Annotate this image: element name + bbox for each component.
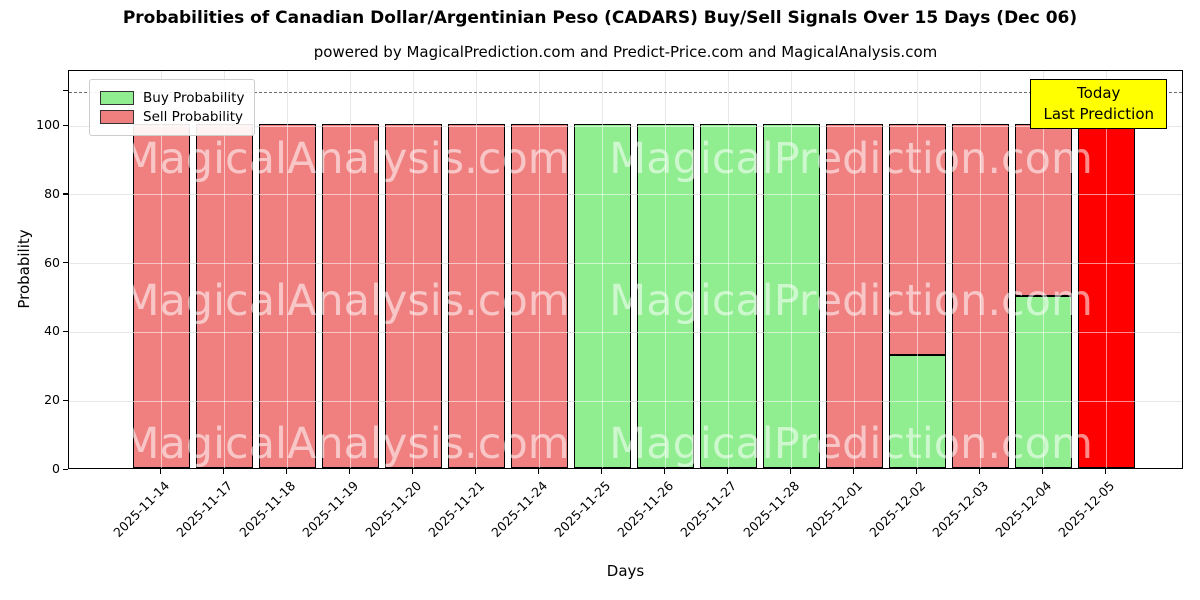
x-tick-mark — [1041, 469, 1043, 474]
x-axis-label: Days — [606, 562, 645, 580]
y-tick-mark — [63, 124, 68, 126]
plot-area: Buy Probability Sell Probability Today L… — [68, 70, 1183, 469]
x-tick-mark — [537, 469, 539, 474]
v-gridline-overlay — [1105, 71, 1107, 468]
v-gridline-overlay — [664, 71, 666, 468]
x-tick-mark — [222, 469, 224, 474]
x-tick-mark — [726, 469, 728, 474]
x-tick-mark — [285, 469, 287, 474]
y-tick-label: 20 — [44, 392, 60, 408]
v-gridline-overlay — [412, 71, 414, 468]
y-tick-mark — [63, 193, 68, 195]
legend-label-sell: Sell Probability — [143, 109, 244, 125]
v-gridline-overlay — [601, 71, 603, 468]
x-tick-mark — [978, 469, 980, 474]
x-tick-label: 2025-11-17 — [173, 478, 236, 540]
y-tick-mark — [63, 330, 68, 333]
x-tick-label: 2025-12-03 — [929, 478, 992, 540]
x-tick-mark — [411, 469, 413, 474]
x-tick-label: 2025-12-04 — [992, 478, 1055, 540]
v-gridline-overlay — [979, 71, 981, 468]
x-tick-mark — [789, 469, 791, 474]
x-tick-mark — [159, 469, 161, 474]
chart-title: Probabilities of Canadian Dollar/Argenti… — [122, 8, 1078, 28]
v-gridline-overlay — [475, 71, 477, 468]
legend-label-buy: Buy Probability — [143, 90, 245, 106]
v-gridline-overlay — [160, 71, 162, 468]
v-gridline-overlay — [727, 71, 729, 468]
today-annotation-line1: Today — [1077, 84, 1121, 102]
v-gridline-overlay — [286, 71, 288, 468]
y-tick-mark — [63, 262, 68, 264]
y-tick-label: 0 — [52, 461, 60, 476]
y-tick-mark — [63, 468, 68, 470]
today-annotation-box: Today Last Prediction — [1030, 79, 1167, 129]
h-gridline-overlay — [69, 263, 1182, 265]
x-tick-label: 2025-11-19 — [299, 478, 362, 540]
y-tick-mark — [63, 399, 68, 401]
buy-swatch-icon — [100, 91, 134, 105]
x-tick-label: 2025-11-14 — [110, 478, 173, 540]
x-tick-label: 2025-11-26 — [614, 478, 677, 540]
legend-item-buy: Buy Probability — [100, 90, 244, 106]
x-tick-mark — [1104, 469, 1106, 474]
x-tick-label: 2025-11-24 — [488, 478, 551, 540]
v-gridline-overlay — [223, 71, 225, 468]
v-gridline-overlay — [538, 71, 540, 468]
sell-swatch-icon — [100, 110, 134, 124]
h-gridline-overlay — [69, 400, 1182, 402]
threshold-dashed-line — [69, 91, 1182, 93]
x-tick-label: 2025-12-01 — [803, 478, 866, 540]
legend-item-sell: Sell Probability — [100, 109, 244, 125]
y-tick-label: 80 — [44, 185, 60, 201]
chart-subtitle: powered by MagicalPrediction.com and Pre… — [313, 43, 938, 61]
x-tick-label: 2025-12-05 — [1055, 478, 1118, 540]
x-tick-mark — [915, 469, 917, 474]
y-tick-label: 100 — [36, 117, 60, 133]
x-tick-label: 2025-12-02 — [866, 478, 929, 540]
v-gridline-overlay — [853, 71, 855, 468]
x-tick-label: 2025-11-18 — [236, 478, 299, 540]
v-gridline-overlay — [349, 71, 351, 468]
v-gridline-overlay — [1042, 71, 1044, 468]
v-gridline-overlay — [916, 71, 918, 468]
x-tick-mark — [600, 469, 602, 474]
x-tick-mark — [663, 469, 665, 474]
y-tick-mark — [63, 90, 68, 92]
x-tick-mark — [852, 469, 854, 474]
h-gridline-overlay — [69, 331, 1182, 333]
y-tick-label: 60 — [44, 254, 60, 270]
x-tick-label: 2025-11-27 — [677, 478, 740, 540]
legend: Buy Probability Sell Probability — [89, 79, 256, 136]
h-gridline-overlay — [69, 194, 1182, 196]
x-tick-mark — [474, 469, 476, 474]
x-tick-label: 2025-11-20 — [362, 478, 425, 540]
x-tick-label: 2025-11-25 — [551, 478, 614, 540]
v-gridline-overlay — [790, 71, 792, 468]
x-tick-label: 2025-11-21 — [425, 478, 488, 540]
y-tick-label: 40 — [44, 323, 60, 339]
x-tick-mark — [348, 469, 350, 474]
h-gridline-overlay — [69, 125, 1182, 127]
today-annotation-line2: Last Prediction — [1043, 105, 1154, 123]
x-tick-label: 2025-11-28 — [740, 478, 803, 540]
